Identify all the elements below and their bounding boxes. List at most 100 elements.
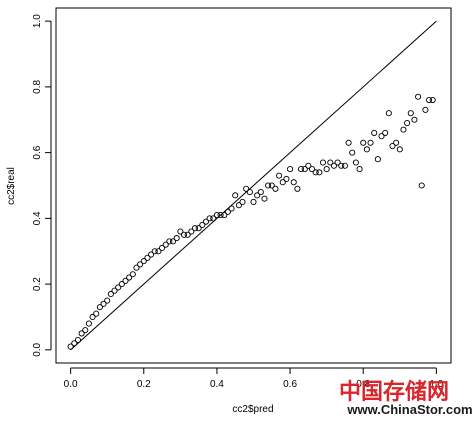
data-point [67, 343, 74, 350]
data-point [82, 327, 89, 334]
data-point [308, 166, 316, 173]
data-point [221, 212, 228, 219]
data-point [228, 205, 235, 212]
data-point [162, 241, 169, 248]
data-point [257, 189, 264, 196]
data-point [188, 228, 195, 235]
data-point [407, 110, 414, 117]
data-point [111, 287, 118, 294]
data-point [96, 304, 103, 311]
identity-reference-line [70, 20, 437, 351]
data-point [217, 212, 224, 219]
data-point [133, 264, 140, 271]
watermark-url: www.ChinaStor.com [346, 402, 472, 417]
data-point [327, 159, 334, 166]
data-point [199, 221, 206, 228]
data-point [239, 198, 246, 205]
x-tick-label: 0.8 [356, 379, 370, 390]
data-point [418, 182, 425, 189]
data-point [180, 231, 188, 238]
data-point [363, 146, 370, 153]
y-tick-label: 0.4 [32, 211, 43, 225]
data-point [345, 139, 352, 146]
data-point [126, 274, 133, 281]
data-point [78, 330, 85, 337]
data-point [224, 208, 231, 215]
data-point [429, 96, 436, 104]
y-axis-label: cc2$real [6, 167, 17, 205]
data-point [305, 162, 312, 169]
data-point [374, 156, 381, 163]
y-tick-label: 0.0 [32, 342, 43, 356]
data-point [232, 192, 239, 199]
data-point [426, 96, 433, 104]
data-point [210, 215, 217, 222]
data-point [323, 166, 330, 173]
data-point [316, 169, 323, 176]
data-point [173, 235, 180, 242]
data-point [202, 218, 210, 225]
data-point [89, 313, 96, 321]
x-tick-label: 0.2 [137, 379, 151, 390]
data-point [151, 248, 158, 255]
data-point [246, 189, 253, 196]
data-point [213, 212, 220, 219]
data-point [191, 225, 199, 232]
data-point [382, 129, 389, 136]
watermark: 中国存储网 www.ChinaStor.com [339, 379, 473, 417]
data-point [400, 126, 407, 133]
x-tick-label: 0.0 [64, 379, 78, 390]
data-point [93, 310, 100, 317]
data-point [115, 284, 122, 291]
data-point [118, 281, 125, 288]
y-tick-label: 1.0 [32, 14, 43, 28]
data-point [71, 340, 78, 347]
data-point [360, 139, 367, 146]
data-point [385, 110, 392, 117]
data-point [338, 162, 345, 169]
data-point [265, 182, 272, 189]
data-point [250, 198, 257, 205]
data-point [422, 106, 429, 113]
data-point [294, 185, 301, 192]
data-point [341, 162, 348, 169]
data-point [312, 169, 319, 176]
plot-frame [55, 7, 452, 364]
data-point [144, 254, 151, 261]
x-axis: 0.0 0.2 0.4 0.6 0.8 1.0 [64, 367, 444, 390]
data-point [104, 297, 111, 304]
data-point [243, 185, 250, 192]
data-point [330, 162, 338, 169]
data-point [155, 248, 162, 255]
data-point [129, 271, 136, 278]
data-points [67, 93, 436, 350]
data-point [404, 119, 411, 127]
data-point [166, 238, 173, 245]
data-point [389, 143, 396, 150]
data-point [85, 320, 92, 327]
x-tick-label: 0.6 [283, 379, 297, 390]
x-axis-label: cc2$pred [232, 404, 273, 415]
data-point [371, 129, 378, 136]
data-point [148, 251, 155, 258]
data-point [195, 225, 202, 232]
data-point [378, 133, 385, 140]
y-tick-label: 0.8 [32, 80, 43, 94]
watermark-brand: 中国存储网 [339, 379, 449, 405]
y-axis: 0.0 0.2 0.4 0.6 0.8 1.0 [32, 14, 52, 357]
data-point [279, 179, 286, 186]
data-point [411, 116, 418, 123]
data-point [356, 166, 363, 173]
x-tick-label: 0.4 [210, 379, 224, 390]
data-point [177, 228, 184, 235]
data-point [396, 146, 403, 153]
data-point [301, 166, 308, 173]
data-point [140, 258, 147, 265]
data-point [254, 192, 261, 199]
data-point [235, 202, 242, 209]
data-point [276, 172, 283, 179]
data-point [107, 290, 114, 298]
data-point [415, 93, 422, 100]
data-point [272, 185, 279, 192]
